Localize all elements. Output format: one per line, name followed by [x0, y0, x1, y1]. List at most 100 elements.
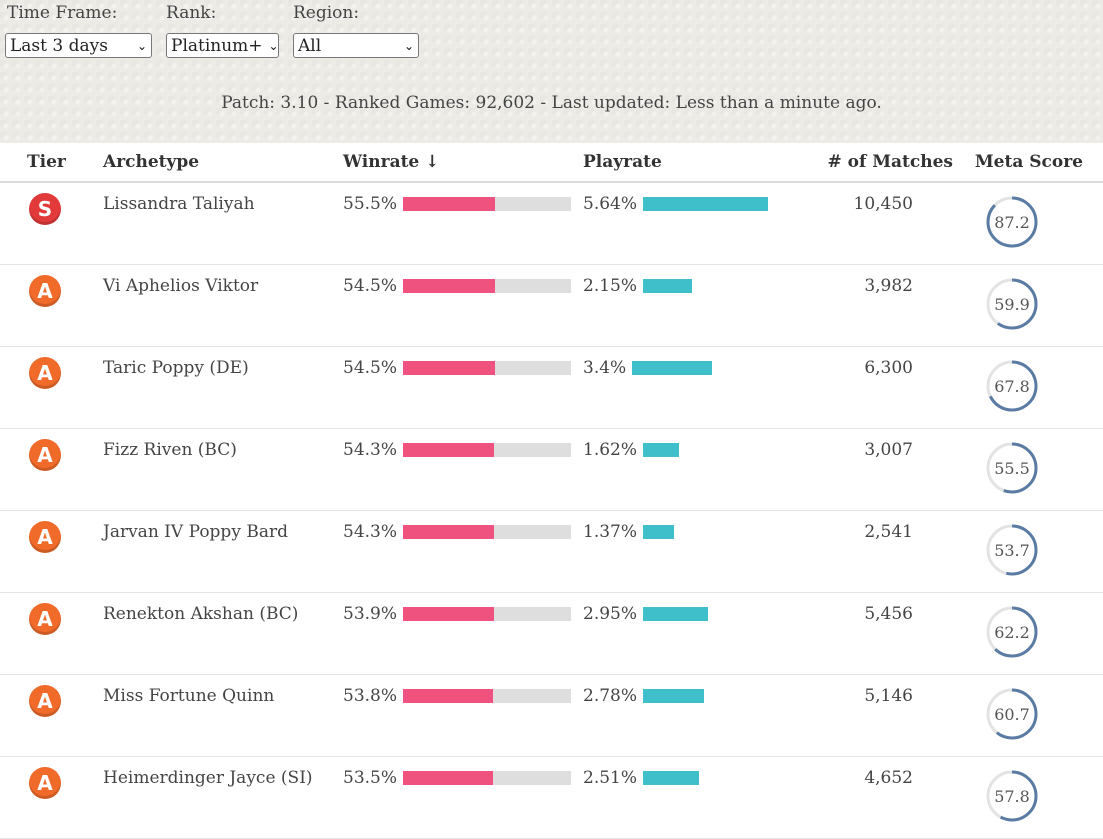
table-row[interactable]: A Renekton Akshan (BC) 53.9% 2.95% 5,456 62.2 [0, 592, 1103, 675]
playrate-cell: 2.15% [583, 265, 813, 296]
winrate-value: 54.3% [343, 522, 398, 542]
archetype-name[interactable]: Fizz Riven (BC) [103, 440, 237, 460]
archetype-name[interactable]: Jarvan IV Poppy Bard [103, 522, 288, 542]
playrate-bar [643, 771, 700, 785]
playrate-cell: 5.64% [583, 183, 813, 214]
playrate-cell: 2.95% [583, 593, 813, 624]
meta-score-value: 53.7 [994, 540, 1030, 560]
table-row[interactable]: A Miss Fortune Quinn 53.8% 2.78% 5,146 60.7 [0, 674, 1103, 757]
winrate-value: 54.5% [343, 276, 398, 296]
meta-score-value: 87.2 [994, 212, 1030, 232]
col-winrate[interactable]: Winrate ↓ [343, 143, 583, 183]
table-header-row: Tier Archetype Winrate ↓ Playrate # of M… [0, 143, 1103, 183]
col-playrate[interactable]: Playrate [583, 143, 813, 183]
winrate-value: 54.3% [343, 440, 398, 460]
winrate-bar-track [403, 525, 572, 539]
playrate-bar [632, 361, 713, 375]
winrate-value: 55.5% [343, 194, 398, 214]
playrate-cell: 2.51% [583, 757, 813, 788]
playrate-value: 5.64% [583, 194, 638, 214]
winrate-cell: 55.5% [343, 183, 583, 214]
meta-score-ring [986, 196, 1038, 248]
winrate-bar [403, 279, 496, 293]
winrate-bar [403, 771, 494, 785]
filter-panel: Time Frame: Rank: Region: Last 3 days ⌄ … [0, 0, 1103, 143]
matches-count: 5,146 [864, 686, 913, 706]
winrate-bar-track [403, 361, 572, 375]
winrate-bar-track [403, 771, 572, 785]
playrate-value: 1.37% [583, 522, 638, 542]
winrate-value: 53.8% [343, 686, 398, 706]
meta-score: 67.8 [963, 347, 1103, 428]
meta-score: 87.2 [963, 183, 1103, 264]
archetype-name[interactable]: Heimerdinger Jayce (SI) [103, 768, 313, 788]
playrate-bar [643, 689, 705, 703]
matches-count: 5,456 [864, 604, 913, 624]
playrate-value: 3.4% [583, 358, 627, 378]
winrate-bar [403, 361, 496, 375]
tier-badge-icon: A [29, 357, 61, 389]
table-row[interactable]: A Vi Aphelios Viktor 54.5% 2.15% 3,982 59.9 [0, 264, 1103, 347]
region-value: All [298, 35, 322, 56]
archetype-name[interactable]: Miss Fortune Quinn [103, 686, 275, 706]
winrate-bar [403, 525, 495, 539]
winrate-bar-track [403, 197, 572, 211]
playrate-value: 1.62% [583, 440, 638, 460]
table-row[interactable]: S Lissandra Taliyah 55.5% 5.64% 10,450 87.2 [0, 182, 1103, 265]
time-frame-label: Time Frame: [7, 3, 118, 23]
playrate-cell: 1.37% [583, 511, 813, 542]
winrate-value: 53.9% [343, 604, 398, 624]
playrate-bar [643, 197, 769, 211]
meta-score: 57.8 [963, 757, 1103, 838]
archetype-name[interactable]: Lissandra Taliyah [103, 194, 255, 214]
rank-value: Platinum+ [171, 35, 263, 56]
table-row[interactable]: A Heimerdinger Jayce (SI) 53.5% 2.51% 4,652 5… [0, 756, 1103, 839]
meta-score-value: 60.7 [994, 704, 1030, 724]
col-matches[interactable]: # of Matches [813, 143, 963, 183]
playrate-value: 2.51% [583, 768, 638, 788]
winrate-value: 53.5% [343, 768, 398, 788]
region-select[interactable]: All ⌄ [293, 33, 419, 58]
meta-score-ring [986, 606, 1038, 658]
chevron-down-icon: ⌄ [268, 38, 279, 53]
table-row[interactable]: A Fizz Riven (BC) 54.3% 1.62% 3,007 55.5 [0, 428, 1103, 511]
col-meta-score[interactable]: Meta Score [963, 143, 1103, 183]
meta-score-ring [986, 770, 1038, 822]
col-archetype[interactable]: Archetype [103, 143, 343, 183]
playrate-cell: 1.62% [583, 429, 813, 460]
archetype-name[interactable]: Renekton Akshan (BC) [103, 604, 299, 624]
matches-count: 4,652 [864, 768, 913, 788]
matches-count: 3,982 [864, 276, 913, 296]
winrate-cell: 54.3% [343, 511, 583, 542]
winrate-cell: 54.5% [343, 265, 583, 296]
meta-score: 53.7 [963, 511, 1103, 592]
playrate-cell: 2.78% [583, 675, 813, 706]
meta-score-ring [986, 360, 1038, 412]
meta-score: 59.9 [963, 265, 1103, 346]
table-row[interactable]: A Taric Poppy (DE) 54.5% 3.4% 6,300 67.8 [0, 346, 1103, 429]
winrate-cell: 53.8% [343, 675, 583, 706]
playrate-value: 2.95% [583, 604, 638, 624]
matches-count: 3,007 [864, 440, 913, 460]
patch-info: Patch: 3.10 - Ranked Games: 92,602 - Las… [221, 93, 882, 113]
winrate-bar-track [403, 279, 572, 293]
winrate-cell: 54.3% [343, 429, 583, 460]
playrate-bar [643, 525, 675, 539]
time-frame-select[interactable]: Last 3 days ⌄ [5, 33, 152, 58]
winrate-cell: 54.5% [343, 347, 583, 378]
playrate-bar [643, 607, 709, 621]
tier-badge-icon: A [29, 685, 61, 717]
tier-badge-icon: A [29, 439, 61, 471]
winrate-bar [403, 197, 496, 211]
meta-score-value: 67.8 [994, 376, 1030, 396]
playrate-cell: 3.4% [583, 347, 813, 378]
matches-count: 10,450 [853, 194, 913, 214]
archetype-name[interactable]: Taric Poppy (DE) [103, 358, 249, 378]
rank-select[interactable]: Platinum+ ⌄ [166, 33, 279, 58]
table-row[interactable]: A Jarvan IV Poppy Bard 54.3% 1.37% 2,541 53.7 [0, 510, 1103, 593]
archetype-name[interactable]: Vi Aphelios Viktor [103, 276, 259, 296]
tier-badge-icon: A [29, 603, 61, 635]
winrate-bar [403, 607, 495, 621]
playrate-bar [643, 279, 693, 293]
col-tier[interactable]: Tier [0, 143, 103, 183]
